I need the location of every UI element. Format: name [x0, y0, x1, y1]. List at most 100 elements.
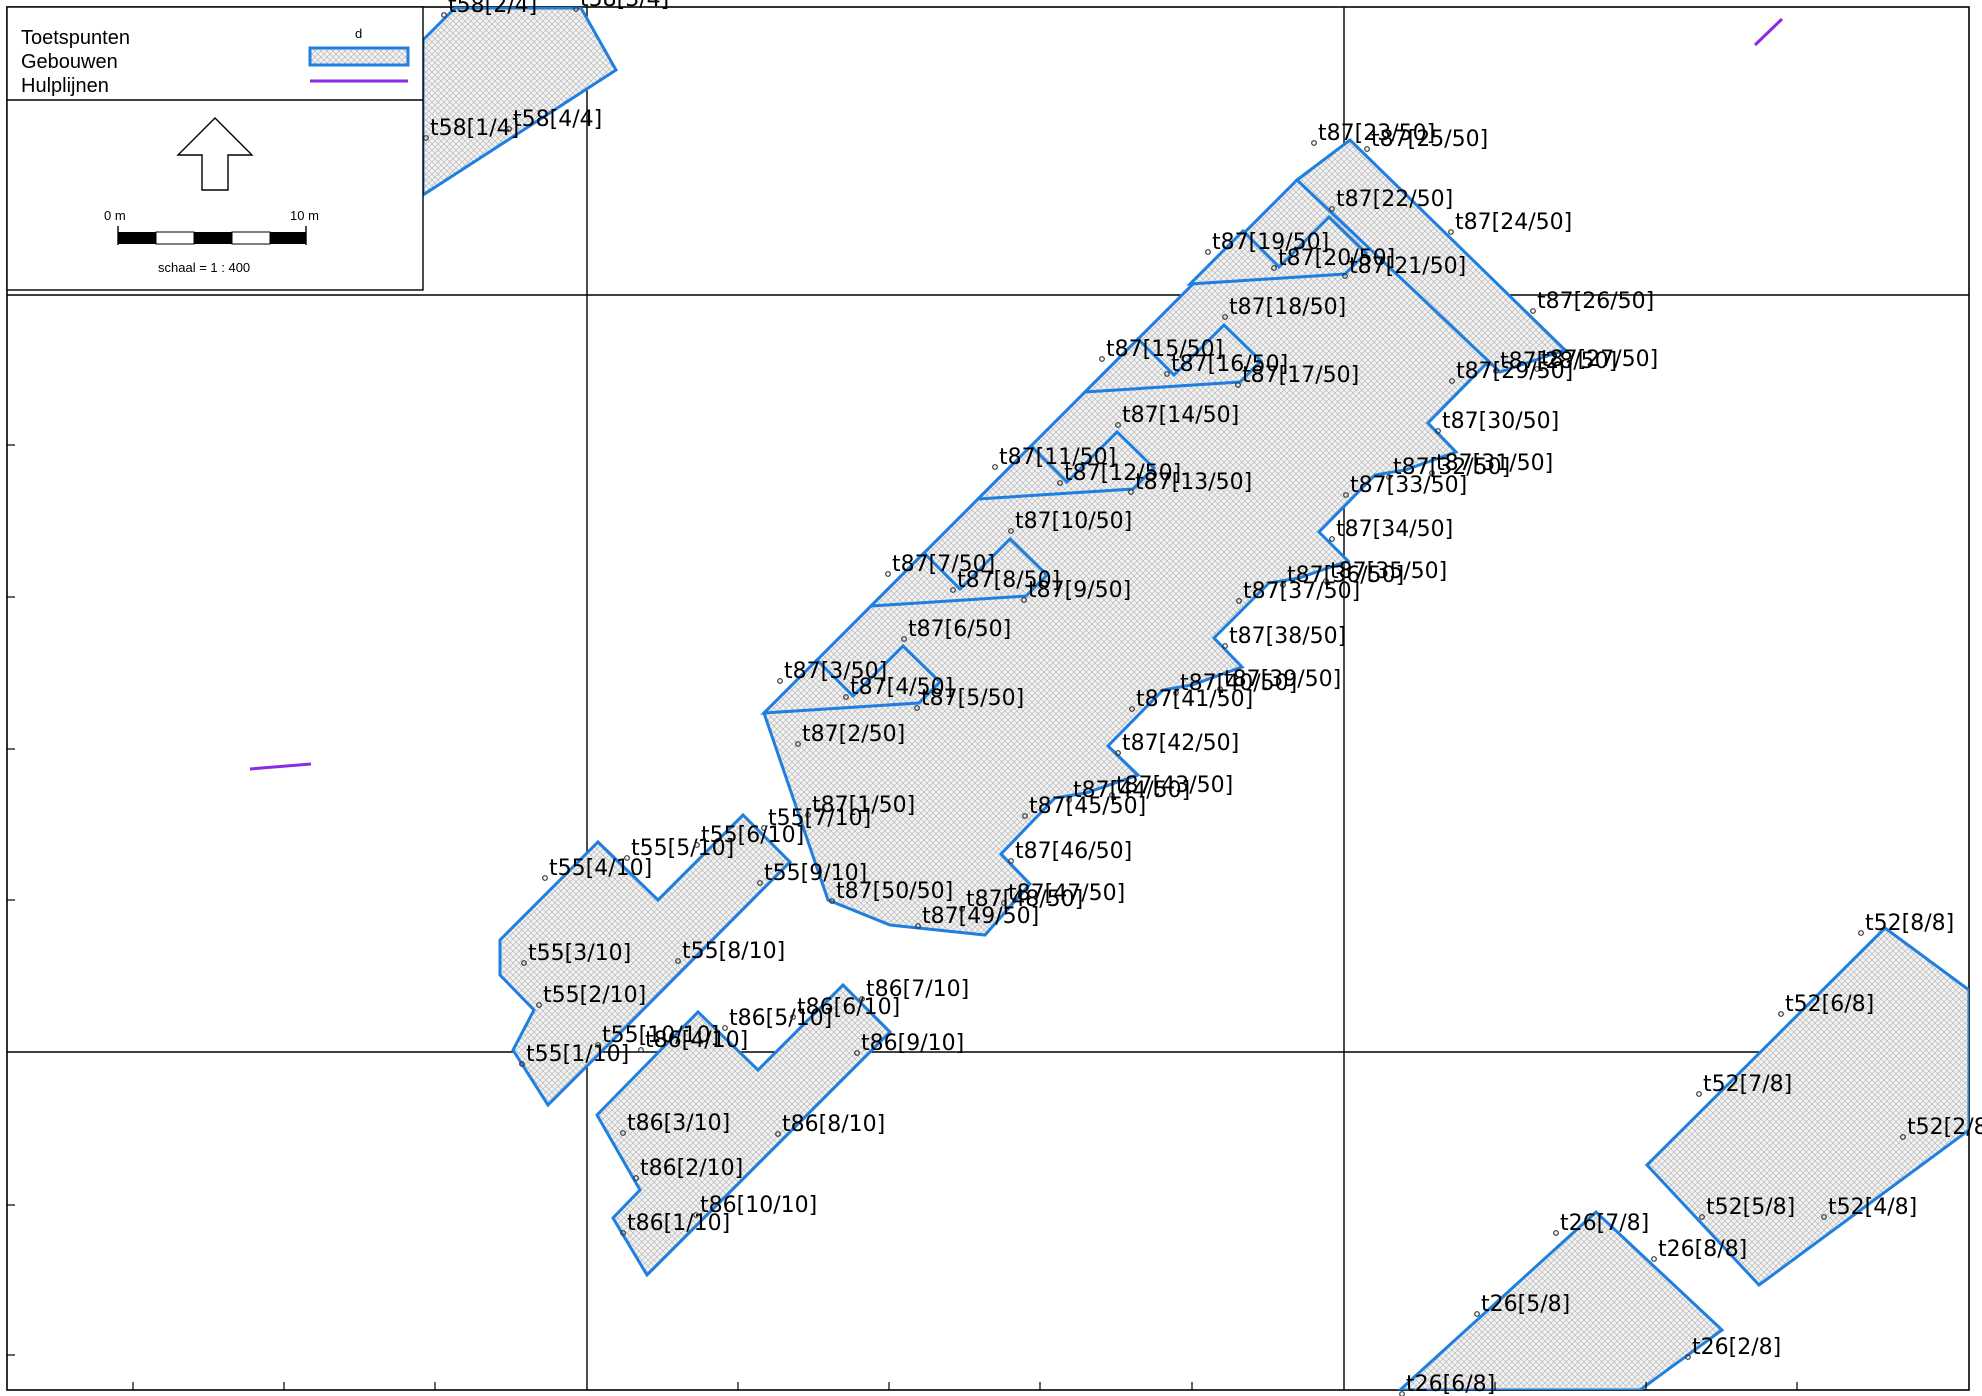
point-label[interactable]: t87[6/50] [908, 617, 1011, 642]
point-label[interactable]: t87[47/50] [1008, 881, 1125, 906]
point-label[interactable]: t87[30/50] [1442, 409, 1559, 434]
point-label[interactable]: t55[7/10] [768, 806, 871, 831]
point-label[interactable]: t87[44/50] [1073, 778, 1190, 803]
measure-point-icon [675, 958, 681, 964]
point-label[interactable]: t55[6/10] [701, 823, 804, 848]
point-label[interactable]: t86[9/10] [861, 1031, 964, 1056]
point-label[interactable]: t86[5/10] [729, 1006, 832, 1031]
point-label[interactable]: t87[7/50] [892, 552, 995, 577]
point-label[interactable]: t52[6/8] [1785, 992, 1874, 1017]
point-label[interactable]: t26[7/8] [1560, 1211, 1649, 1236]
point-label[interactable]: t87[10/50] [1015, 509, 1132, 534]
measure-point-icon [542, 875, 548, 881]
point-label[interactable]: t58[4/4] [513, 107, 602, 132]
point-label[interactable]: t26[8/8] [1658, 1237, 1747, 1262]
point-label[interactable]: t87[9/50] [1028, 578, 1131, 603]
point-label[interactable]: t87[33/50] [1350, 473, 1467, 498]
point-label[interactable]: t87[3/50] [784, 659, 887, 684]
point-label[interactable]: t87[18/50] [1229, 295, 1346, 320]
point-label[interactable]: t87[11/50] [999, 445, 1116, 470]
point-label[interactable]: t87[2/50] [802, 722, 905, 747]
measure-point-icon [1164, 371, 1170, 377]
point-label[interactable]: t26[2/8] [1692, 1335, 1781, 1360]
building-t26[interactable] [1397, 1209, 1725, 1390]
point-label[interactable]: t87[40/50] [1180, 671, 1297, 696]
point-label[interactable]: t55[4/10] [549, 856, 652, 881]
point-label[interactable]: t87[22/50] [1336, 187, 1453, 212]
point-label[interactable]: t86[2/10] [640, 1156, 743, 1181]
point-label[interactable]: t87[50/50] [836, 879, 953, 904]
point-label[interactable]: t86[10/10] [700, 1193, 817, 1218]
point-label[interactable]: t87[15/50] [1106, 337, 1223, 362]
point-label[interactable]: t87[24/50] [1455, 210, 1572, 235]
point-label[interactable]: t87[31/50] [1436, 451, 1553, 476]
point-label[interactable]: t87[39/50] [1224, 667, 1341, 692]
point-label[interactable]: t87[23/50] [1318, 121, 1435, 146]
point-label[interactable]: t87[35/50] [1330, 559, 1447, 584]
point-label[interactable]: t26[5/8] [1481, 1292, 1570, 1317]
point-label[interactable]: t87[42/50] [1122, 731, 1239, 756]
legend-label-guides: Hulplijnen [21, 75, 109, 97]
point-label[interactable]: t87[13/50] [1135, 470, 1252, 495]
measure-point-icon [1323, 578, 1329, 584]
point-label[interactable]: t87[29/50] [1456, 359, 1573, 384]
point-label[interactable]: t87[16/50] [1171, 352, 1288, 377]
point-label[interactable]: t26[6/8] [1406, 1372, 1495, 1396]
point-label[interactable]: t86[3/10] [627, 1111, 730, 1136]
point-label[interactable]: t58[3/4] [580, 0, 669, 12]
point-label[interactable]: t87[49/50] [922, 904, 1039, 929]
legend-label-points: Toetspunten [21, 27, 130, 49]
point-label[interactable]: t52[7/8] [1703, 1072, 1792, 1097]
point-label[interactable]: t87[32/50] [1393, 455, 1510, 480]
point-label[interactable]: t87[36/50] [1287, 563, 1404, 588]
point-label[interactable]: t58[1/4] [430, 116, 519, 141]
point-label[interactable]: t87[28/50] [1500, 349, 1617, 374]
point-label[interactable]: t55[8/10] [682, 939, 785, 964]
point-label[interactable]: t87[12/50] [1064, 461, 1181, 486]
point-label[interactable]: t55[5/10] [631, 836, 734, 861]
point-label[interactable]: t86[1/10] [627, 1211, 730, 1236]
point-label[interactable]: t55[2/10] [543, 983, 646, 1008]
point-label[interactable]: t87[20/50] [1278, 246, 1395, 271]
point-label[interactable]: t87[48/50] [966, 887, 1083, 912]
point-label[interactable]: t55[10/10] [602, 1023, 719, 1048]
point-label[interactable]: t55[1/10] [526, 1042, 629, 1067]
point-label[interactable]: t87[19/50] [1212, 230, 1329, 255]
point-label[interactable]: t87[34/50] [1336, 517, 1453, 542]
building-t52[interactable] [1644, 926, 1969, 1288]
measure-point-icon [1173, 690, 1179, 696]
measure-point-icon [1008, 528, 1014, 534]
point-label[interactable]: t87[21/50] [1349, 254, 1466, 279]
point-label[interactable]: t86[6/10] [797, 995, 900, 1020]
point-label[interactable]: t55[3/10] [528, 941, 631, 966]
point-label[interactable]: t87[37/50] [1243, 579, 1360, 604]
point-label[interactable]: t55[9/10] [764, 861, 867, 886]
building-t86[interactable] [595, 982, 893, 1278]
point-label[interactable]: t87[45/50] [1029, 794, 1146, 819]
measure-point-icon [1129, 706, 1135, 712]
point-label[interactable]: t87[27/50] [1541, 347, 1658, 372]
point-label[interactable]: t87[46/50] [1015, 839, 1132, 864]
point-label[interactable]: t87[38/50] [1229, 624, 1346, 649]
point-label[interactable]: t52[8/8] [1865, 911, 1954, 936]
point-label[interactable]: t86[7/10] [866, 977, 969, 1002]
point-label[interactable]: t52[4/8] [1828, 1195, 1917, 1220]
building-t55[interactable] [498, 812, 793, 1108]
point-label[interactable]: t86[4/10] [645, 1028, 748, 1053]
point-label[interactable]: t87[25/50] [1371, 127, 1488, 152]
point-label[interactable]: t87[17/50] [1242, 363, 1359, 388]
point-label[interactable]: t58[2/4] [448, 0, 537, 18]
point-label[interactable]: t52[2/8] [1907, 1115, 1982, 1140]
point-label[interactable]: t87[1/50] [812, 793, 915, 818]
measure-point-icon [1329, 536, 1335, 542]
point-label[interactable]: t87[5/50] [921, 686, 1024, 711]
point-label[interactable]: t87[41/50] [1136, 687, 1253, 712]
point-label[interactable]: t87[43/50] [1116, 773, 1233, 798]
point-label[interactable]: t87[26/50] [1537, 289, 1654, 314]
building-t87[interactable] [762, 178, 1570, 937]
point-label[interactable]: t87[14/50] [1122, 403, 1239, 428]
point-label[interactable]: t87[8/50] [957, 568, 1060, 593]
point-label[interactable]: t52[5/8] [1706, 1195, 1795, 1220]
point-label[interactable]: t86[8/10] [782, 1112, 885, 1137]
point-label[interactable]: t87[4/50] [850, 675, 953, 700]
